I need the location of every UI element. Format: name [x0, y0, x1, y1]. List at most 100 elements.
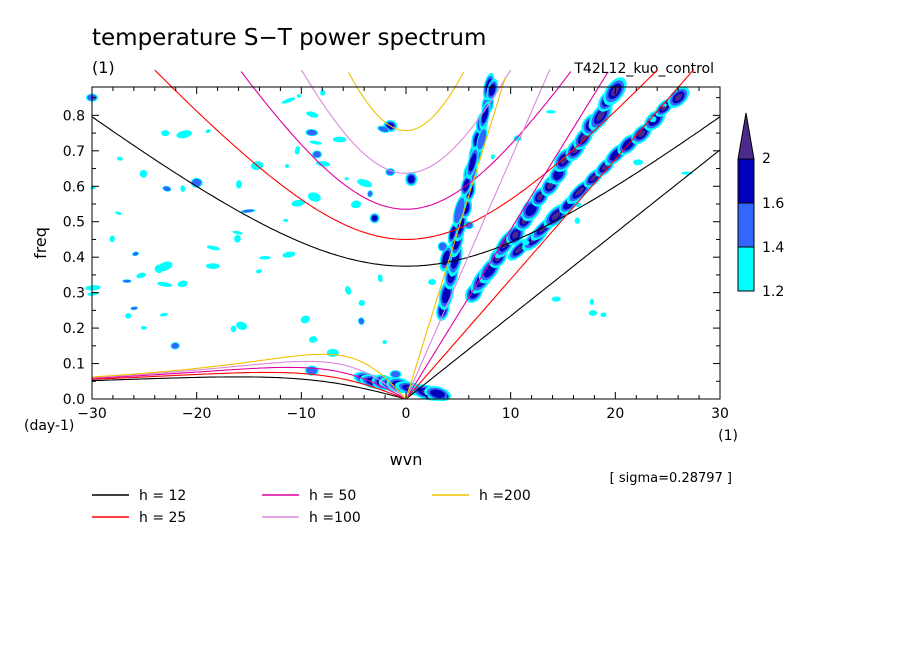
contour-blob [430, 389, 446, 398]
x-axis-label: wvn [390, 450, 423, 469]
contour-blob [590, 174, 597, 182]
dispersion-curve-h100 [300, 69, 512, 174]
dispersion-curve-h25 [154, 69, 658, 240]
contour-blob [306, 129, 317, 136]
contour-blob [109, 235, 115, 243]
legend-label: h = 12 [139, 488, 186, 504]
contour-blob [633, 159, 644, 166]
run-name: T42L12_kuo_control [573, 61, 714, 77]
y-tick-label: 0.8 [63, 108, 85, 124]
x-tick-label: 0 [402, 406, 411, 422]
contour-blob [191, 178, 202, 187]
contour-blob [477, 129, 487, 150]
legend-label: h = 25 [139, 510, 186, 526]
dispersion-curve-h100 [91, 360, 407, 400]
colorbar-label: 2 [762, 151, 771, 167]
contour-blob [255, 269, 262, 274]
contour-blob [285, 164, 290, 168]
contour-blob [176, 130, 192, 139]
contour-blob [313, 151, 321, 158]
sigma-note: [ sigma=0.28797 ] [610, 471, 732, 486]
contour-blob [589, 298, 595, 305]
contour-blob [163, 186, 171, 192]
dispersion-curve-h100 [405, 69, 551, 400]
y-tick-label: 0.3 [63, 286, 85, 302]
contour-blob [377, 274, 383, 283]
x-tick-label: −30 [77, 406, 107, 422]
contour-blob [230, 325, 237, 333]
contour-blob [551, 296, 561, 302]
y-tick-label: 0.0 [63, 392, 85, 408]
contour-blob [132, 252, 139, 256]
contour-blob [536, 193, 543, 201]
contour-blob [131, 306, 138, 310]
contour-blob [515, 245, 524, 254]
contour-blob [358, 318, 364, 325]
x-tick-label: −20 [182, 406, 212, 422]
contour-blob [574, 217, 581, 224]
x-tick-label: 10 [502, 406, 520, 422]
contour-blob [649, 115, 657, 123]
y-tick-label: 0.5 [63, 215, 85, 231]
contour-blob [438, 242, 447, 251]
contour-blob [358, 299, 365, 307]
contour-blob [236, 321, 248, 331]
contour-blob [300, 315, 311, 324]
contour-blob [205, 129, 211, 134]
contour-blob [307, 192, 321, 202]
contour-blob [525, 203, 537, 217]
contour-blob [315, 161, 331, 167]
legend-label: h = 50 [309, 488, 356, 504]
contour-blob [351, 200, 362, 209]
plot-area [92, 87, 720, 399]
y-tick-label: 0.1 [63, 357, 85, 373]
contour-blob [309, 336, 318, 343]
contour-blob [522, 240, 530, 246]
contour-blob [283, 218, 289, 222]
contour-blob [157, 261, 173, 272]
contour-blob [512, 231, 519, 239]
contour-blob [464, 222, 473, 229]
y-tick-label: 0.4 [63, 250, 85, 266]
contour-blob [140, 326, 147, 330]
contour-blob [281, 97, 296, 104]
contour-blob [580, 133, 587, 142]
colorbar-label: 1.6 [762, 196, 784, 212]
contour-blob [306, 111, 319, 118]
legend-label: h =100 [309, 510, 361, 526]
contour-blob [291, 199, 306, 207]
contour-blob [481, 107, 489, 124]
y-tick-label: 0.7 [63, 144, 85, 160]
contour-blob [234, 234, 241, 243]
contour-blob [600, 312, 607, 317]
legend-label: h =200 [479, 488, 531, 504]
contour-blob [232, 230, 243, 235]
dispersion-curve-h25 [405, 69, 695, 400]
contour-blob [139, 169, 148, 178]
y-axis-label: freq [31, 227, 50, 259]
contour-blob [674, 93, 683, 102]
contour-blob [551, 211, 561, 220]
contour-blob [382, 340, 387, 345]
contour-blob [259, 255, 271, 260]
legend: h = 12 h = 25 h = 50 h =100 h =200 [92, 488, 531, 526]
colorbar: 1.2 1.4 1.6 2 [737, 112, 784, 300]
contour-blob [596, 111, 605, 122]
contour-blob [468, 153, 477, 172]
dispersion-curves [91, 69, 721, 400]
y-tick-label: 0.6 [63, 179, 85, 195]
x-units-label: (1) [718, 428, 738, 444]
chart-title: temperature S−T power spectrum [92, 25, 486, 51]
contour-blob [171, 342, 179, 349]
dispersion-curve-h12 [405, 149, 721, 400]
contour-blob [390, 371, 401, 378]
colorbar-segment [737, 246, 755, 292]
dispersion-curve-h200 [405, 76, 506, 400]
dispersion-curve-h200 [347, 71, 465, 132]
contour-blob [575, 187, 584, 196]
y-tick-label: 0.2 [63, 321, 85, 337]
contour-blob [560, 156, 568, 165]
colorbar-segment [737, 202, 755, 248]
contour-blob [206, 245, 220, 251]
y-units-label: (day-1) [24, 418, 74, 434]
